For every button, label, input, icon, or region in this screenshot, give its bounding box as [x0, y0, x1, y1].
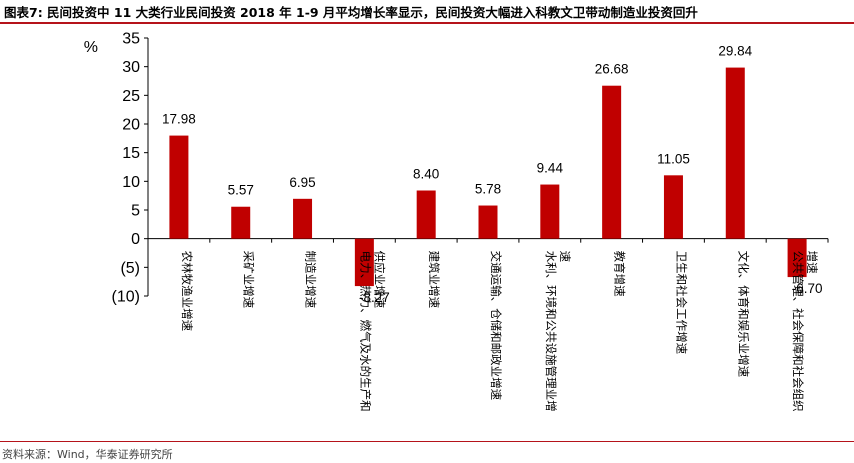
data-label: 5.78: [475, 182, 501, 197]
data-label: 8.40: [413, 167, 439, 182]
chart-title: 图表7: 民间投资中 11 大类行业民间投资 2018 年 1-9 月平均增长率…: [4, 5, 698, 20]
bar: [169, 135, 189, 239]
category-label: 卫生和社会工作增速: [674, 251, 688, 355]
y-tick-label: (10): [112, 289, 140, 306]
category-label-line: 农林牧渔业增速: [180, 251, 194, 332]
bar: [416, 190, 436, 239]
data-label: 17.98: [162, 112, 196, 127]
bar: [540, 184, 560, 239]
data-label: 29.84: [718, 44, 752, 59]
category-label-line: 制造业增速: [304, 251, 318, 309]
category-label: 文化、体育和娱乐业增速: [736, 251, 750, 378]
category-label-line: 教育增速: [613, 251, 627, 297]
data-label: 5.57: [228, 183, 254, 198]
bar: [478, 205, 498, 239]
y-axis-unit-label: %: [84, 39, 98, 56]
category-label-line: 增速: [805, 251, 819, 274]
category-label-line: 水利、环境和公共设施管理业增: [544, 251, 558, 412]
bar: [354, 238, 374, 287]
data-label: 6.95: [289, 175, 315, 190]
category-label-line: 卫生和社会工作增速: [674, 251, 688, 355]
category-label: 交通运输、仓储和邮政业增速: [489, 251, 503, 401]
data-label: 26.68: [595, 62, 629, 77]
bar: [231, 206, 251, 239]
category-label: 教育增速: [613, 251, 627, 297]
y-tick-label: 15: [122, 145, 140, 162]
category-label: 公共管理、社会保障和社会组织 增速: [791, 251, 819, 412]
source-divider: [0, 441, 854, 442]
title-divider: [0, 22, 854, 24]
y-tick-label: 10: [122, 174, 140, 191]
category-label-line: 电力、热力、燃气及水的生产和: [358, 251, 372, 412]
category-label: 采矿业增速: [242, 251, 256, 309]
category-label: 制造业增速: [304, 251, 318, 309]
category-label: 水利、环境和公共设施管理业增速: [544, 251, 572, 412]
category-label-line: 采矿业增速: [242, 251, 256, 309]
category-label-line: 建筑业增速: [427, 251, 441, 309]
bar: [725, 67, 745, 239]
category-label: 电力、热力、燃气及水的生产和 供应业增速: [358, 251, 386, 412]
y-tick-label: 30: [122, 59, 140, 76]
category-label: 农林牧渔业增速: [180, 251, 194, 332]
category-label-line: 速: [558, 251, 572, 263]
bar-chart: 35 30 25 20 15 10 5 0 (5) (10)% 17.98 农林牧渔业增速 5.57 采…: [84, 31, 829, 412]
y-tick-label: 5: [131, 203, 140, 220]
bar: [787, 238, 807, 278]
category-label: 建筑业增速: [427, 251, 441, 309]
y-tick-label: 35: [122, 31, 140, 48]
data-label: 9.44: [537, 161, 564, 176]
y-tick-label: 0: [131, 231, 140, 248]
category-label-line: 交通运输、仓储和邮政业增速: [489, 251, 503, 401]
category-label-line: 公共管理、社会保障和社会组织: [791, 251, 805, 412]
category-label-line: 文化、体育和娱乐业增速: [736, 251, 750, 378]
y-tick-label: (5): [120, 260, 140, 277]
bar: [602, 85, 622, 239]
data-label: 11.05: [657, 151, 690, 166]
source-note: 资料来源：Wind，华泰证券研究所: [2, 448, 173, 461]
y-tick-label: 20: [122, 117, 140, 134]
y-tick-label: 25: [122, 88, 140, 105]
data-label: -6.70: [792, 281, 823, 296]
data-label: -8.27: [359, 290, 390, 305]
category-label-line: 供应业增速: [372, 251, 386, 309]
bar: [663, 175, 683, 239]
bar: [293, 198, 313, 239]
